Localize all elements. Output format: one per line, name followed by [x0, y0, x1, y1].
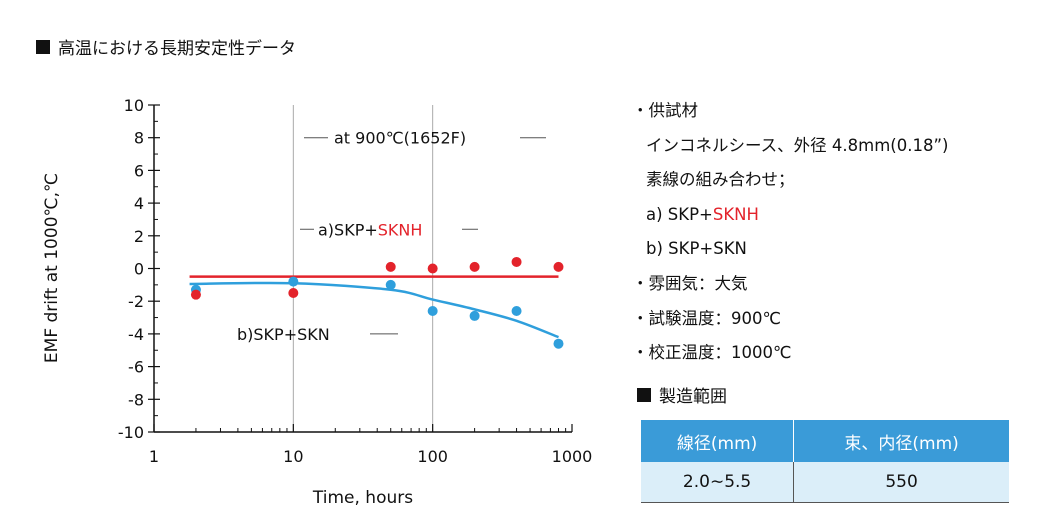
- square-bullet-icon: [36, 39, 50, 54]
- specs-list: ・供試材 インコネルシース、外径 4.8mm(0.18”) 素線の組み合わせ； …: [632, 94, 948, 371]
- spec-combo-label: 素線の組み合わせ；: [646, 170, 795, 190]
- data-point: [469, 310, 480, 321]
- data-point: [469, 261, 480, 272]
- data-point: [511, 306, 522, 317]
- y-tick-label: 4: [134, 194, 144, 213]
- x-tick-label: 10: [283, 447, 303, 466]
- data-point: [427, 306, 438, 317]
- y-tick-label: -10: [118, 423, 144, 442]
- drift-chart: 10 8 6 4 2 0 -2 -4 -6 -8 -10 1 10 100 1000 Time, hours…: [42, 96, 593, 508]
- spec-sheath: インコネルシース、外径 4.8mm(0.18”): [646, 135, 949, 155]
- data-point: [553, 261, 564, 272]
- spec-combo-a-highlight: SKNH: [712, 204, 759, 224]
- table-header-diameter: 線径(mm): [641, 420, 795, 462]
- y-tick-label: 0: [134, 260, 144, 279]
- data-points: [190, 256, 564, 349]
- table-row: 2.0∼5.5 550: [641, 462, 1009, 503]
- table-cell-diameter: 2.0∼5.5: [641, 462, 795, 503]
- y-tick-label: -8: [128, 390, 144, 409]
- trend-curve-skn: [189, 281, 559, 339]
- table-header-row: 線径(mm) 束、内径(mm): [641, 420, 1009, 462]
- y-axis-title: EMF drift at 1000℃,℃: [42, 173, 62, 363]
- spec-material-label: ・供試材: [632, 101, 698, 120]
- spec-atmosphere: ・雰囲気：大気: [632, 273, 748, 293]
- trend-lines: [189, 275, 559, 339]
- x-tick-label: 100: [417, 447, 448, 466]
- grid: [292, 105, 434, 432]
- series-label-b: b)SKP+SKN: [237, 325, 330, 344]
- data-point: [511, 256, 522, 267]
- data-point: [288, 288, 299, 299]
- condition-annotation: at 900℃(1652F): [334, 129, 466, 148]
- data-point: [288, 276, 299, 287]
- spec-combo-b: b) SKP+SKN: [646, 239, 747, 259]
- series-label-a-highlight: SKNH: [378, 220, 423, 239]
- axes: 10 8 6 4 2 0 -2 -4 -6 -8 -10 1 10 100 1000: [118, 96, 593, 466]
- y-tick-label: -4: [128, 325, 144, 344]
- table-cell-bundle: 550: [793, 462, 1009, 503]
- data-point: [190, 289, 201, 300]
- manufacturing-table: 線径(mm) 束、内径(mm) 2.0∼5.5 550: [641, 420, 1009, 503]
- spec-test-temp: ・試験温度：900℃: [632, 308, 782, 328]
- square-bullet-icon: [637, 387, 651, 402]
- spec-combo-a: a) SKP+SKNH: [632, 198, 948, 233]
- manufacturing-title-text: 製造範囲: [659, 387, 727, 407]
- data-point: [553, 338, 564, 349]
- y-tick-label: 10: [124, 96, 144, 115]
- series-label-a: a)SKP+SKNH: [318, 220, 422, 239]
- y-tick-label: 2: [134, 227, 144, 246]
- x-tick-label: 1: [149, 447, 159, 466]
- y-tick-label: 6: [134, 161, 144, 180]
- manufacturing-title: 製造範囲: [637, 382, 727, 407]
- data-point: [385, 279, 396, 290]
- chart-labels: Time, hours EMF drift at 1000℃,℃ at 900℃(1…: [42, 129, 546, 508]
- x-axis-title: Time, hours: [312, 488, 413, 508]
- y-tick-label: -2: [128, 292, 144, 311]
- spec-combo-a-prefix: a) SKP+: [646, 204, 713, 224]
- spec-calib-temp: ・校正温度：1000℃: [632, 343, 792, 363]
- x-tick-label: 1000: [552, 447, 593, 466]
- series-label-a-prefix: a)SKP+: [318, 220, 378, 239]
- page-title-text: 高温における長期安定性データ: [58, 39, 296, 59]
- page-title: 高温における長期安定性データ: [36, 34, 296, 59]
- table-header-bundle: 束、内径(mm): [793, 420, 1009, 462]
- data-point: [427, 263, 438, 274]
- y-tick-label: 8: [134, 129, 144, 148]
- y-tick-label: -6: [128, 358, 144, 377]
- data-point: [385, 261, 396, 272]
